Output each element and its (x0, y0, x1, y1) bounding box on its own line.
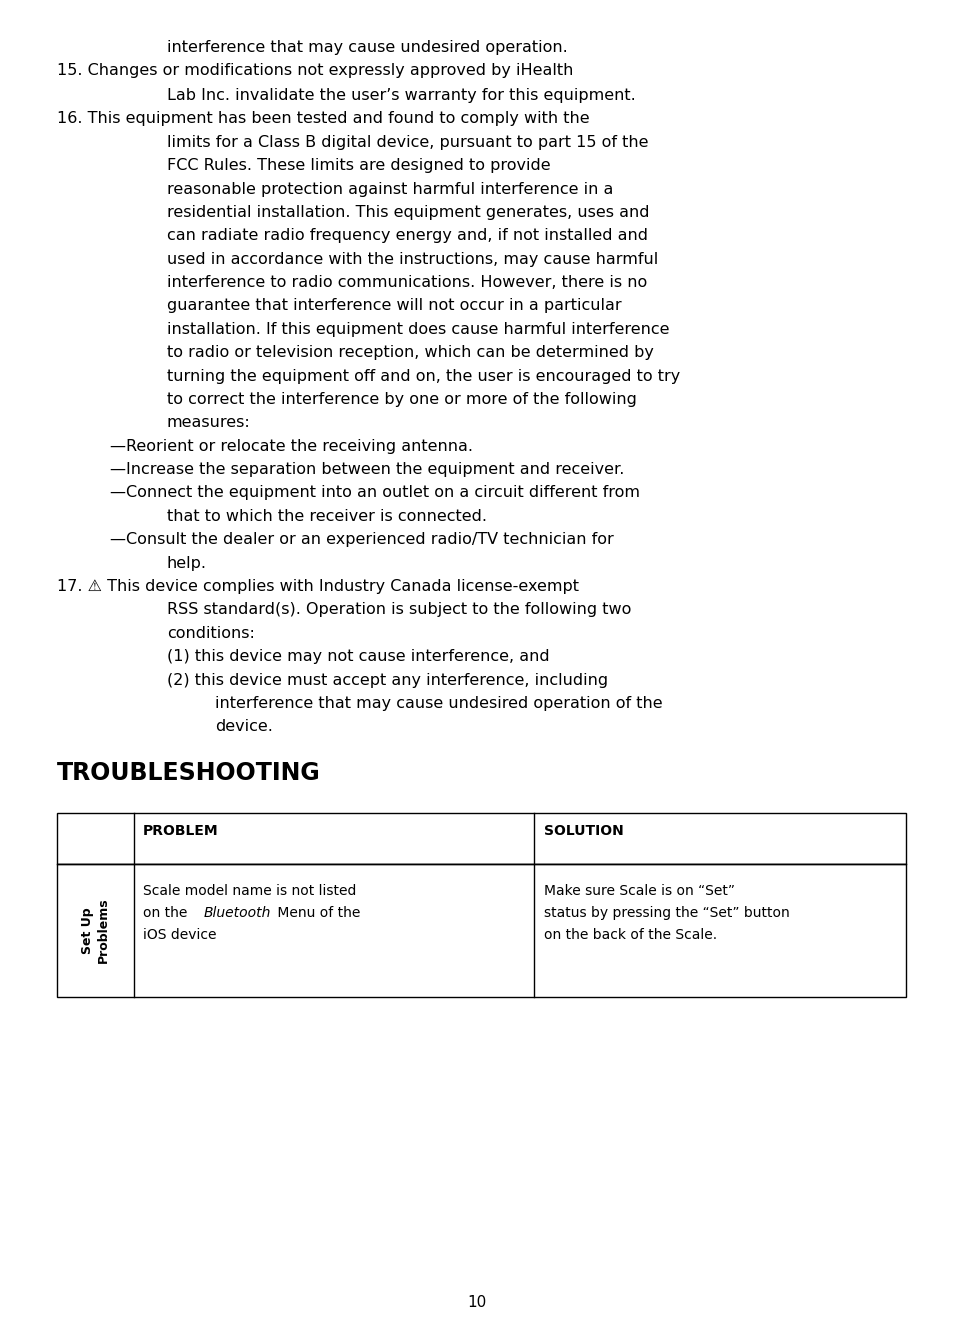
Text: —Consult the dealer or an experienced radio/TV technician for: —Consult the dealer or an experienced ra… (110, 532, 613, 548)
Text: to radio or television reception, which can be determined by: to radio or television reception, which … (167, 345, 653, 361)
Text: PROBLEM: PROBLEM (143, 823, 218, 838)
Text: limits for a Class B digital device, pursuant to part 15 of the: limits for a Class B digital device, pur… (167, 135, 648, 150)
Text: on the: on the (143, 906, 192, 919)
Text: RSS standard(s). Operation is subject to the following two: RSS standard(s). Operation is subject to… (167, 603, 631, 617)
Text: Make sure Scale is on “Set”: Make sure Scale is on “Set” (543, 883, 734, 898)
Text: Bluetooth: Bluetooth (203, 906, 271, 919)
Text: Set Up
Problems: Set Up Problems (81, 898, 110, 963)
Text: iOS device: iOS device (143, 929, 216, 942)
Text: turning the equipment off and on, the user is encouraged to try: turning the equipment off and on, the us… (167, 369, 679, 383)
Text: that to which the receiver is connected.: that to which the receiver is connected. (167, 509, 486, 524)
Text: —Reorient or relocate the receiving antenna.: —Reorient or relocate the receiving ante… (110, 438, 473, 454)
Text: device.: device. (214, 719, 273, 735)
Text: (1) this device may not cause interference, and: (1) this device may not cause interferen… (167, 649, 549, 664)
Text: conditions:: conditions: (167, 625, 254, 641)
Text: Scale model name is not listed: Scale model name is not listed (143, 883, 356, 898)
Text: SOLUTION: SOLUTION (543, 823, 623, 838)
Text: interference to radio communications. However, there is no: interference to radio communications. Ho… (167, 275, 646, 290)
Bar (57, 863, 905, 997)
Text: on the back of the Scale.: on the back of the Scale. (543, 929, 716, 942)
Text: Menu of the: Menu of the (273, 906, 360, 919)
Text: used in accordance with the instructions, may cause harmful: used in accordance with the instructions… (167, 251, 658, 267)
Text: status by pressing the “Set” button: status by pressing the “Set” button (543, 906, 789, 919)
Text: interference that may cause undesired operation.: interference that may cause undesired op… (167, 40, 567, 55)
Text: Lab Inc. invalidate the user’s warranty for this equipment.: Lab Inc. invalidate the user’s warranty … (167, 88, 635, 103)
Text: —Increase the separation between the equipment and receiver.: —Increase the separation between the equ… (110, 462, 623, 477)
Text: 15. Changes or modifications not expressly approved by iHealth: 15. Changes or modifications not express… (57, 64, 573, 79)
Text: 10: 10 (467, 1295, 486, 1311)
Text: residential installation. This equipment generates, uses and: residential installation. This equipment… (167, 204, 649, 220)
Text: 16. This equipment has been tested and found to comply with the: 16. This equipment has been tested and f… (57, 111, 589, 127)
Text: guarantee that interference will not occur in a particular: guarantee that interference will not occ… (167, 298, 621, 314)
Text: TROUBLESHOOTING: TROUBLESHOOTING (57, 762, 320, 786)
Bar (57, 812, 905, 863)
Text: help.: help. (167, 556, 207, 570)
Text: can radiate radio frequency energy and, if not installed and: can radiate radio frequency energy and, … (167, 228, 647, 243)
Text: installation. If this equipment does cause harmful interference: installation. If this equipment does cau… (167, 322, 669, 337)
Text: reasonable protection against harmful interference in a: reasonable protection against harmful in… (167, 182, 613, 196)
Text: interference that may cause undesired operation of the: interference that may cause undesired op… (214, 696, 661, 711)
Text: —Connect the equipment into an outlet on a circuit different from: —Connect the equipment into an outlet on… (110, 485, 639, 501)
Text: measures:: measures: (167, 415, 251, 430)
Text: (2) this device must accept any interference, including: (2) this device must accept any interfer… (167, 672, 607, 688)
Text: 17. ⚠ This device complies with Industry Canada license-exempt: 17. ⚠ This device complies with Industry… (57, 578, 578, 595)
Text: FCC Rules. These limits are designed to provide: FCC Rules. These limits are designed to … (167, 158, 550, 174)
Text: to correct the interference by one or more of the following: to correct the interference by one or mo… (167, 391, 637, 407)
